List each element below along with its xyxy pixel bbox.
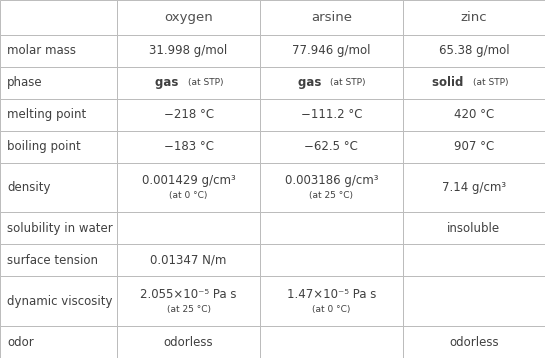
Bar [117,163,260,212]
Text: odor: odor [7,335,34,349]
Bar [260,212,403,244]
Text: 7.14 g/cm³: 7.14 g/cm³ [442,181,506,194]
Text: odorless: odorless [164,335,214,349]
Bar [0,326,117,358]
Bar [117,35,260,67]
Bar [0,276,117,326]
Bar [403,131,545,163]
Text: −183 °C: −183 °C [164,140,214,153]
Text: (at 0 °C): (at 0 °C) [312,305,350,314]
Bar [0,212,117,244]
Text: 420 °C: 420 °C [454,108,494,121]
Text: zinc: zinc [461,11,487,24]
Text: −218 °C: −218 °C [164,108,214,121]
Bar [0,163,117,212]
Text: boiling point: boiling point [7,140,81,153]
Bar [117,244,260,276]
Text: solid: solid [432,76,472,89]
Text: 0.01347 N/m: 0.01347 N/m [150,254,227,267]
Bar [260,244,403,276]
Bar [117,276,260,326]
Bar [260,131,403,163]
Bar [403,212,545,244]
Bar [403,326,545,358]
Bar [403,67,545,99]
Bar [0,99,117,131]
Bar [117,0,260,35]
Text: −62.5 °C: −62.5 °C [305,140,358,153]
Text: molar mass: molar mass [7,44,76,57]
Text: 0.001429 g/cm³: 0.001429 g/cm³ [142,174,235,188]
Text: dynamic viscosity: dynamic viscosity [7,295,112,308]
Bar [0,244,117,276]
Text: −111.2 °C: −111.2 °C [301,108,362,121]
Bar [117,131,260,163]
Bar [260,326,403,358]
Bar [260,99,403,131]
Bar [117,67,260,99]
Bar [403,35,545,67]
Bar [260,35,403,67]
Bar [403,0,545,35]
Text: (at STP): (at STP) [473,78,508,87]
Text: melting point: melting point [7,108,86,121]
Text: gas: gas [155,76,186,89]
Text: 2.055×10⁻⁵ Pa s: 2.055×10⁻⁵ Pa s [140,288,237,301]
Bar [0,0,117,35]
Text: arsine: arsine [311,11,352,24]
Text: phase: phase [7,76,43,89]
Bar [260,163,403,212]
Bar [0,131,117,163]
Bar [0,35,117,67]
Text: insoluble: insoluble [447,222,500,235]
Text: (at 25 °C): (at 25 °C) [310,192,353,200]
Text: density: density [7,181,51,194]
Bar [117,212,260,244]
Text: (at STP): (at STP) [187,78,223,87]
Bar [117,326,260,358]
Bar [260,67,403,99]
Bar [403,244,545,276]
Text: 0.003186 g/cm³: 0.003186 g/cm³ [284,174,378,188]
Text: (at 25 °C): (at 25 °C) [167,305,210,314]
Text: 31.998 g/mol: 31.998 g/mol [149,44,228,57]
Text: oxygen: oxygen [164,11,213,24]
Text: (at STP): (at STP) [330,78,366,87]
Bar [403,99,545,131]
Text: solubility in water: solubility in water [7,222,113,235]
Bar [260,276,403,326]
Bar [117,99,260,131]
Text: 65.38 g/mol: 65.38 g/mol [439,44,509,57]
Bar [260,0,403,35]
Bar [0,67,117,99]
Text: surface tension: surface tension [7,254,98,267]
Bar [403,276,545,326]
Text: odorless: odorless [449,335,499,349]
Text: (at 0 °C): (at 0 °C) [169,192,208,200]
Text: 1.47×10⁻⁵ Pa s: 1.47×10⁻⁵ Pa s [287,288,376,301]
Bar [403,163,545,212]
Text: gas: gas [298,76,329,89]
Text: 907 °C: 907 °C [454,140,494,153]
Text: 77.946 g/mol: 77.946 g/mol [292,44,371,57]
